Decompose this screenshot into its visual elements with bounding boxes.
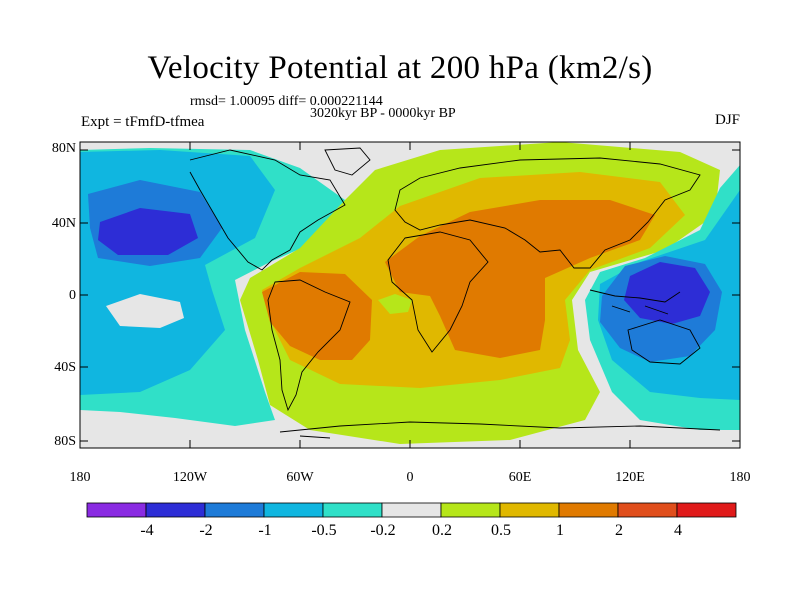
colorbar-label: 1	[556, 522, 564, 539]
near-zero-patch-east-pacific	[106, 294, 184, 328]
colorbar-swatch	[499, 502, 560, 518]
colorbar-swatch	[204, 502, 265, 518]
lon-tick-60e: 60E	[508, 470, 532, 485]
colorbar-swatch	[617, 502, 678, 518]
contour-field	[80, 142, 740, 448]
colorbar-label: 4	[674, 522, 682, 539]
lon-tick-0: 0	[406, 470, 414, 485]
coast-africa	[387, 231, 489, 353]
colorbar-swatch	[558, 502, 619, 518]
coastlines	[189, 147, 721, 439]
colorbar-label: -0.2	[370, 522, 396, 539]
colorbar-label: -0.5	[311, 522, 337, 539]
coast-eurasia	[394, 157, 701, 269]
map-title: Velocity Potential at 200 hPa (km2/s)	[147, 50, 653, 86]
lat-tick-marks	[80, 149, 740, 442]
colorbar	[86, 502, 737, 518]
experiment-label: Expt = tFmfD-tfmea	[81, 114, 205, 130]
positive-region-orange-americas	[262, 272, 372, 360]
colorbar-label: -1	[258, 522, 272, 539]
lon-tick-180w: 180	[69, 470, 91, 485]
lon-tick-60w: 60W	[286, 470, 314, 485]
colorbar-label: 2	[615, 522, 623, 539]
lat-tick-0: 0	[69, 288, 76, 303]
negative-region-pacific-dark-blue	[98, 208, 198, 255]
coast-australia	[627, 319, 701, 365]
period-line: 3020kyr BP - 0000kyr BP	[310, 106, 456, 121]
colorbar-swatch	[145, 502, 206, 518]
coast-north-america	[189, 149, 346, 271]
coast-antarctica	[279, 421, 721, 439]
colorbar-swatch	[263, 502, 324, 518]
colorbar-label: 0.5	[491, 522, 511, 539]
coast-south-america	[267, 279, 351, 412]
lat-tick-80s: 80S	[54, 434, 76, 449]
negative-region-east-dark-blue	[624, 262, 710, 324]
colorbar-label: -2	[199, 522, 213, 539]
season-label: DJF	[714, 112, 740, 128]
stats-line: rmsd= 1.00095 diff= 0.000221144	[190, 94, 383, 109]
colorbar-swatch	[381, 502, 442, 518]
colorbar-label: -4	[140, 522, 154, 539]
lon-tick-120e: 120E	[615, 470, 645, 485]
near-zero-patch-atlantic	[378, 294, 412, 314]
lat-tick-40n: 40N	[51, 216, 76, 231]
coast-maritime	[589, 289, 681, 315]
colorbar-swatch	[86, 502, 147, 518]
colorbar-label: 0.2	[432, 522, 452, 539]
colorbar-swatch	[440, 502, 501, 518]
lat-tick-80n: 80N	[51, 141, 76, 156]
lon-tick-180e: 180	[729, 470, 751, 485]
lat-tick-40s: 40S	[54, 360, 76, 375]
colorbar-swatch	[322, 502, 383, 518]
colorbar-swatch	[676, 502, 737, 518]
positive-region-orange-eurasia	[385, 200, 655, 358]
lon-tick-120w: 120W	[172, 470, 208, 485]
coast-greenland	[324, 147, 371, 176]
lon-tick-marks	[189, 142, 631, 448]
